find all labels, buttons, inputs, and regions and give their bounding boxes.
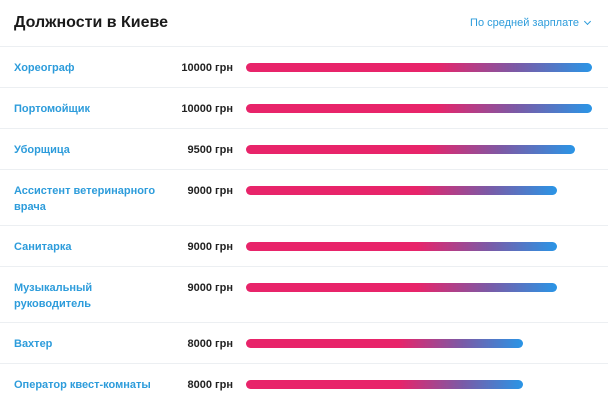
salary-bar — [246, 380, 523, 389]
salary-bar-track — [246, 104, 592, 113]
job-title-link[interactable]: Вахтер — [14, 338, 53, 350]
job-title-link[interactable]: Санитарка — [14, 241, 72, 253]
salary-bar-track — [246, 339, 523, 348]
sort-dropdown-label: По средней зарплате — [470, 17, 579, 29]
salary-value: 8000 грн — [187, 379, 233, 391]
salary-bar-track — [246, 63, 592, 72]
list-item: Вахтер 8000 грн — [0, 323, 608, 364]
sort-dropdown[interactable]: По средней зарплате — [470, 17, 592, 29]
salary-bar-track — [246, 380, 523, 389]
page-title: Должности в Киеве — [14, 14, 169, 31]
list-item: Хореограф 10000 грн — [0, 47, 608, 88]
salary-value: 9000 грн — [187, 282, 233, 294]
salary-bar-track — [246, 283, 557, 292]
list-item: Оператор квест-комнаты 8000 грн — [0, 364, 608, 400]
job-title-link[interactable]: Хореограф — [14, 62, 75, 74]
job-title-link[interactable]: Оператор квест-комнаты — [14, 379, 151, 391]
salary-value: 10000 грн — [181, 103, 233, 115]
job-list: Хореограф 10000 грн Портомойщик 10000 гр… — [0, 47, 608, 400]
list-item: Санитарка 9000 грн — [0, 226, 608, 267]
list-item: Уборщица 9500 грн — [0, 129, 608, 170]
salary-bar — [246, 339, 523, 348]
salary-bar — [246, 283, 557, 292]
salary-value: 9000 грн — [187, 185, 233, 197]
salary-value: 9500 грн — [187, 144, 233, 156]
list-item: Музыкальный руководитель 9000 грн — [0, 267, 608, 323]
salary-bar — [246, 242, 557, 251]
list-item: Портомойщик 10000 грн — [0, 88, 608, 129]
salary-value: 10000 грн — [181, 62, 233, 74]
salary-bar — [246, 186, 557, 195]
salary-bar-track — [246, 242, 557, 251]
job-title-link[interactable]: Музыкальный руководитель — [14, 282, 93, 310]
page-header: Должности в Киеве По средней зарплате — [0, 0, 608, 47]
salary-bar-track — [246, 145, 575, 154]
salary-bar-track — [246, 186, 557, 195]
salary-bar — [246, 145, 575, 154]
job-title-link[interactable]: Портомойщик — [14, 103, 91, 115]
salary-bar — [246, 104, 592, 113]
salary-value: 8000 грн — [187, 338, 233, 350]
job-title-link[interactable]: Уборщица — [14, 144, 70, 156]
salary-bar — [246, 63, 592, 72]
chevron-down-icon — [583, 17, 592, 25]
job-title-link[interactable]: Ассистент ветеринарного врача — [14, 185, 156, 213]
list-item: Ассистент ветеринарного врача 9000 грн — [0, 170, 608, 226]
salary-value: 9000 грн — [187, 241, 233, 253]
